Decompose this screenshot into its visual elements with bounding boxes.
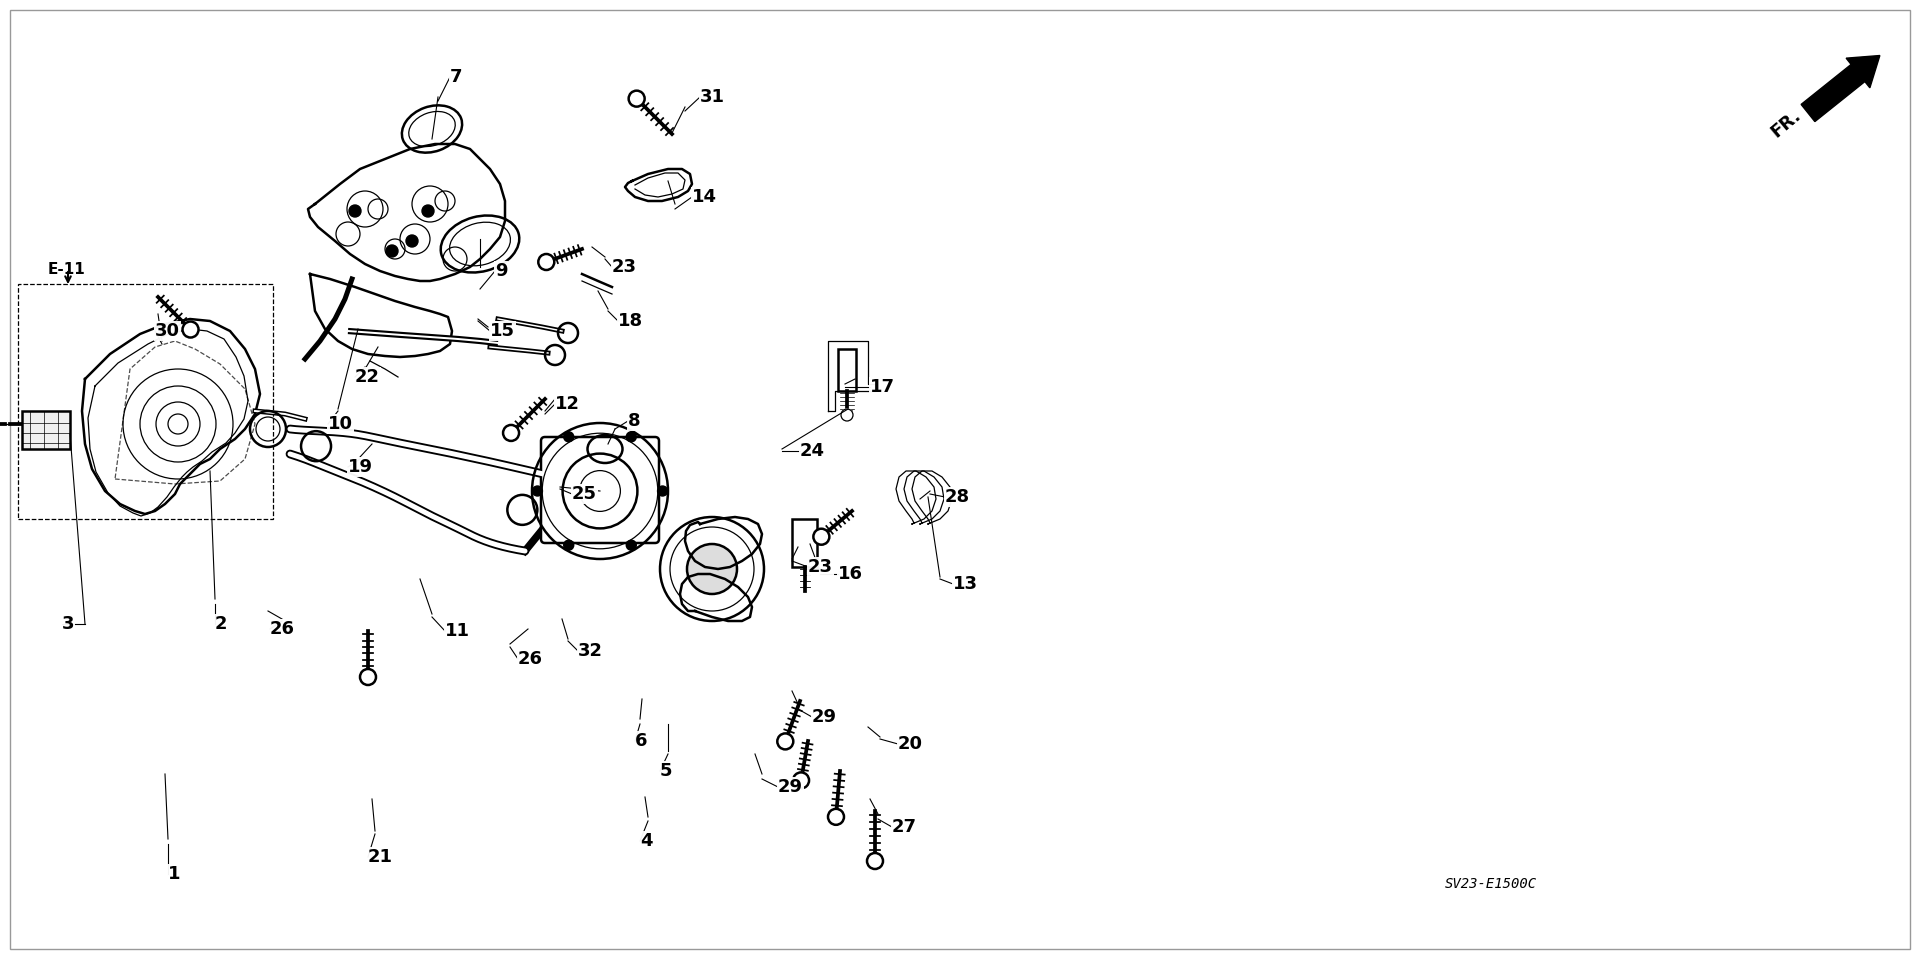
Text: 7: 7 xyxy=(449,68,463,86)
Text: 32: 32 xyxy=(578,642,603,660)
Text: 6: 6 xyxy=(636,732,647,750)
Text: 12: 12 xyxy=(555,395,580,413)
Circle shape xyxy=(361,669,376,685)
Polygon shape xyxy=(626,169,691,201)
Text: 24: 24 xyxy=(801,442,826,460)
Text: 27: 27 xyxy=(893,818,918,836)
Text: 23: 23 xyxy=(612,258,637,276)
Circle shape xyxy=(687,544,737,594)
Circle shape xyxy=(564,432,574,442)
Text: 31: 31 xyxy=(701,88,726,106)
FancyArrow shape xyxy=(1801,56,1880,122)
Circle shape xyxy=(182,321,198,338)
Text: 16: 16 xyxy=(837,565,862,583)
Circle shape xyxy=(386,245,397,257)
Polygon shape xyxy=(83,319,259,514)
Text: 20: 20 xyxy=(899,735,924,753)
Circle shape xyxy=(628,91,645,106)
Circle shape xyxy=(503,425,518,441)
Text: 10: 10 xyxy=(328,415,353,433)
FancyBboxPatch shape xyxy=(541,437,659,543)
Bar xyxy=(21,411,69,449)
Circle shape xyxy=(841,409,852,421)
Bar xyxy=(837,349,856,391)
Circle shape xyxy=(657,486,668,496)
Text: 13: 13 xyxy=(952,575,977,593)
Text: 8: 8 xyxy=(628,412,641,430)
Text: 5: 5 xyxy=(660,762,672,780)
Text: 30: 30 xyxy=(156,322,180,340)
Text: FR.: FR. xyxy=(1768,105,1805,141)
Text: 15: 15 xyxy=(490,322,515,340)
Text: 28: 28 xyxy=(945,488,970,506)
Circle shape xyxy=(793,772,808,788)
Text: 9: 9 xyxy=(495,262,507,280)
Circle shape xyxy=(814,528,829,545)
Text: 23: 23 xyxy=(808,558,833,576)
Circle shape xyxy=(868,853,883,869)
Text: 4: 4 xyxy=(639,832,653,850)
Text: 11: 11 xyxy=(445,622,470,640)
Polygon shape xyxy=(685,517,762,569)
Text: 29: 29 xyxy=(778,778,803,796)
Polygon shape xyxy=(680,574,753,621)
Circle shape xyxy=(626,432,636,442)
Text: 1: 1 xyxy=(169,865,180,883)
Text: 29: 29 xyxy=(812,708,837,726)
Text: 21: 21 xyxy=(369,848,394,866)
Text: 17: 17 xyxy=(870,378,895,396)
Circle shape xyxy=(538,254,555,270)
Bar xyxy=(17,284,273,519)
Text: 22: 22 xyxy=(355,368,380,386)
Circle shape xyxy=(564,540,574,550)
Circle shape xyxy=(828,808,845,825)
Polygon shape xyxy=(309,274,451,357)
Text: 14: 14 xyxy=(691,188,716,206)
Text: 3: 3 xyxy=(61,615,75,633)
Circle shape xyxy=(626,540,636,550)
Circle shape xyxy=(532,486,543,496)
Circle shape xyxy=(422,205,434,217)
Text: 26: 26 xyxy=(271,620,296,638)
Text: 19: 19 xyxy=(348,458,372,476)
Circle shape xyxy=(405,235,419,247)
Text: 26: 26 xyxy=(518,650,543,668)
Polygon shape xyxy=(307,144,505,281)
Text: SV23-E1500C: SV23-E1500C xyxy=(1446,877,1538,891)
Circle shape xyxy=(778,734,793,749)
Text: 25: 25 xyxy=(572,485,597,503)
Text: E-11: E-11 xyxy=(48,262,86,277)
Bar xyxy=(793,519,818,567)
Text: 18: 18 xyxy=(618,312,643,330)
Text: 2: 2 xyxy=(215,615,227,633)
Circle shape xyxy=(349,205,361,217)
